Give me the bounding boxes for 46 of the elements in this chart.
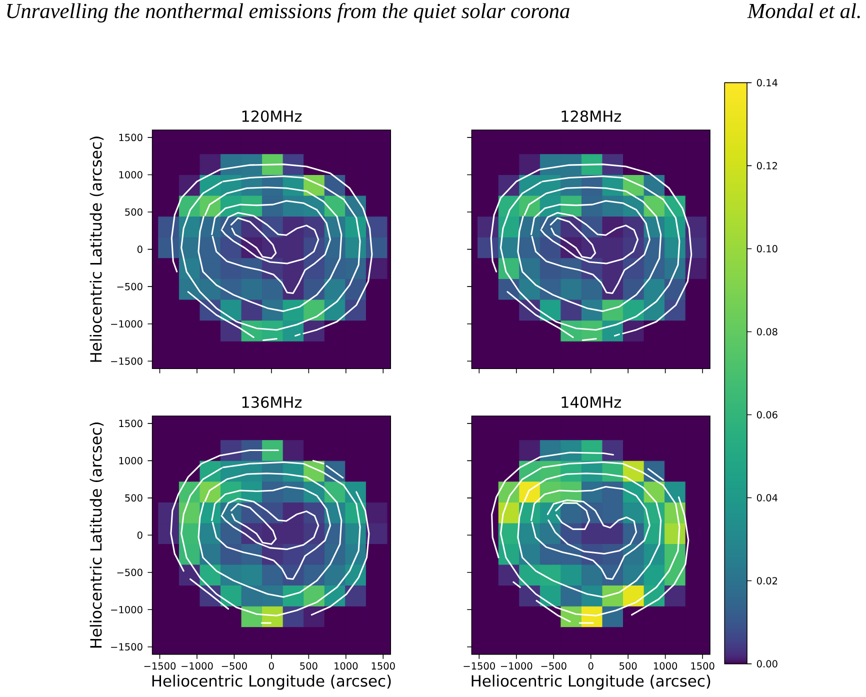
x-tick-label: 0 (588, 662, 594, 670)
y-tick-label: 500 (125, 208, 142, 216)
x-tick-label: 1000 (334, 662, 358, 670)
y-tick-label: 1500 (119, 134, 142, 142)
x-tick-label: −500 (541, 662, 566, 670)
y-tick-label: 1000 (119, 171, 142, 178)
color-bar-label: 0.08 (756, 328, 778, 336)
y-tick-label: −500 (117, 282, 142, 290)
y-tick-label: −1000 (111, 606, 142, 614)
y-tick-label: −1500 (111, 643, 142, 651)
y-tick-label: −500 (117, 568, 142, 576)
chart-title: 140MHz (562, 396, 621, 408)
text: Unravelling the nonthermal emissions from the quiet solar corona (7, 2, 570, 23)
y-tick-label: 1500 (119, 420, 142, 428)
x-axis-title: Heliocentric Longitude (arcsec) (472, 674, 710, 690)
y-axis-title: Heliocentric Latitude (arcsec) (90, 136, 104, 362)
x-tick-label: −500 (222, 662, 247, 670)
color-bar-label: 0.02 (756, 577, 778, 584)
chart-title: 136MHz (242, 396, 302, 408)
color-bar-label: 0.12 (756, 162, 778, 170)
x-tick-label: −1500 (464, 662, 495, 670)
x-tick-label: −1500 (144, 662, 176, 670)
y-tick-label: 500 (125, 494, 142, 502)
x-tick-label: −1000 (500, 662, 532, 670)
color-bar-label: 0.04 (756, 494, 778, 502)
color-bar-label: 0.14 (756, 79, 778, 86)
y-tick-label: 0 (137, 246, 142, 253)
x-tick-label: −1000 (182, 662, 213, 670)
color-bar-label: 0.06 (756, 411, 778, 418)
x-tick-label: 500 (620, 662, 637, 670)
y-tick-label: 0 (137, 531, 142, 539)
x-tick-label: 1500 (691, 662, 714, 670)
x-tick-label: 1000 (654, 662, 678, 670)
x-tick-label: 1500 (372, 662, 395, 670)
color-bar-label: 0.00 (756, 660, 778, 668)
y-tick-label: −1000 (111, 320, 142, 328)
x-axis-title: Heliocentric Longitude (arcsec) (152, 674, 391, 690)
x-tick-label: 0 (269, 662, 274, 670)
chart-title: 120MHz (242, 110, 302, 122)
y-tick-label: −1500 (111, 357, 142, 365)
chart-title: 128MHz (562, 110, 621, 122)
y-tick-label: 1000 (119, 457, 142, 464)
x-tick-label: 500 (300, 662, 318, 670)
y-axis-title: Heliocentric Latitude (arcsec) (90, 422, 104, 648)
color-bar-label: 0.10 (756, 245, 778, 252)
text: Mondal et al. (747, 3, 860, 18)
